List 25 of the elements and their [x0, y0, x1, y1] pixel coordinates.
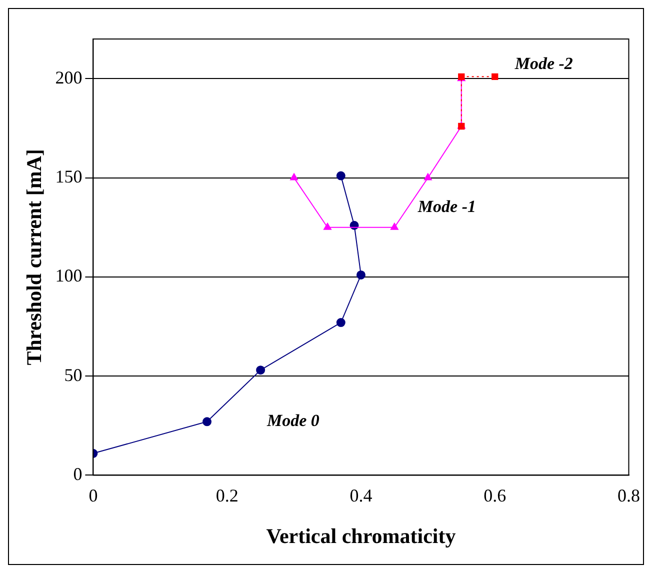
x-tick-label: 0 [88, 486, 98, 506]
point [356, 270, 366, 280]
x-tick-label: 0.6 [484, 486, 506, 506]
point [256, 366, 266, 375]
point [290, 173, 298, 180]
y-tick-label: 0 [73, 464, 82, 484]
point [424, 173, 432, 180]
point [336, 318, 346, 328]
y-axis-title: Threshold current [mA] [22, 148, 46, 366]
x-axis-title: Vertical chromaticity [266, 524, 456, 548]
y-tick-label: 150 [55, 166, 82, 187]
y-tick-label: 100 [55, 266, 82, 286]
point [324, 222, 332, 230]
y-tick-label: 50 [64, 364, 82, 385]
y-tick-label: 200 [55, 67, 82, 88]
point [336, 171, 346, 180]
series-label: Mode -2 [514, 54, 574, 74]
x-tick-label: 0.4 [350, 486, 372, 506]
point [390, 222, 398, 230]
series-label: Mode 0 [266, 411, 320, 430]
series-label: Mode -1 [416, 197, 476, 216]
x-tick-label: 0.8 [618, 486, 640, 506]
x-tick-label: 0.2 [216, 486, 238, 506]
point [202, 417, 212, 426]
point [492, 73, 498, 80]
